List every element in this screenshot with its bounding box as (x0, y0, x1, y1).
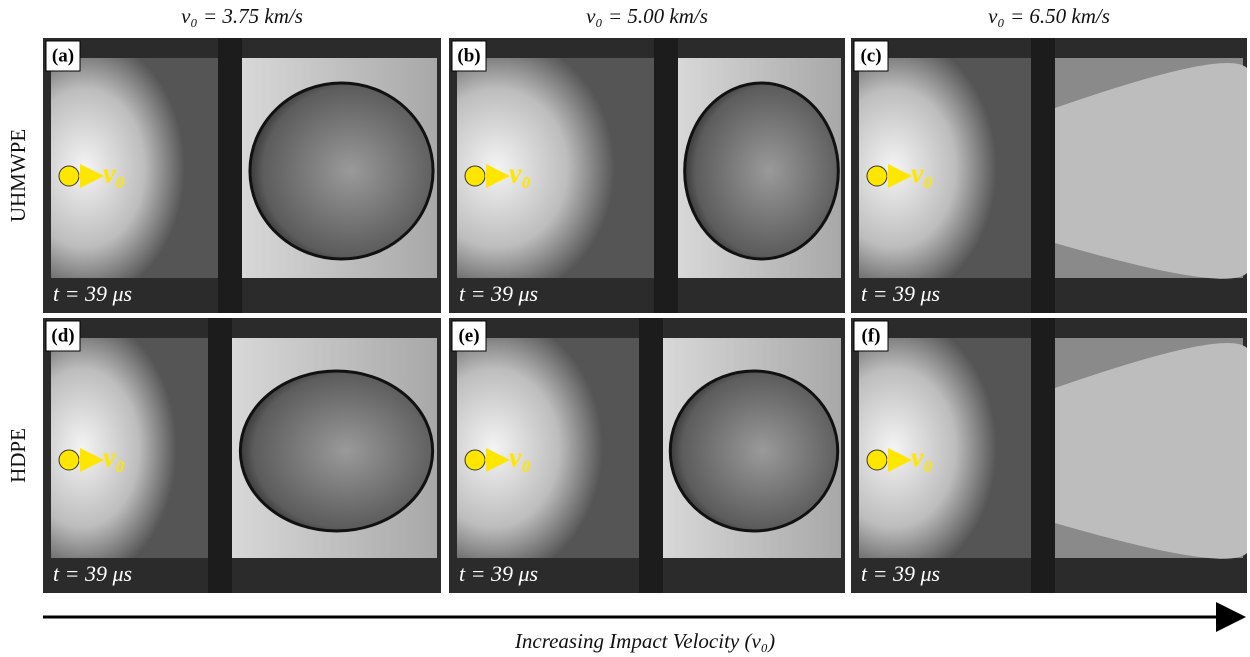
support-bar (208, 318, 232, 593)
velocity-marker: v₀ (911, 158, 933, 189)
panel: (b) v₀ t = 39 μs (449, 38, 845, 313)
ejecta-region (859, 58, 1031, 278)
ejecta-region (51, 338, 208, 558)
projectile (867, 166, 887, 186)
velocity-marker: v₀ (103, 442, 125, 473)
panel-label: (d) (51, 325, 74, 346)
panel: (e) v₀ t = 39 μs (449, 318, 845, 593)
axis-caption: Increasing Impact Velocity (v₀) (514, 629, 775, 653)
debris-bulb (670, 371, 837, 531)
panel: (a) v₀ t = 39 μs (43, 38, 441, 313)
column-header: v₀ = 6.50 km/s (988, 4, 1110, 28)
time-label: t = 39 μs (459, 281, 538, 306)
support-bar (654, 38, 678, 313)
velocity-marker: v₀ (509, 158, 531, 189)
ejecta-region (51, 58, 218, 278)
support-bar (1031, 318, 1055, 593)
debris-bulb (685, 83, 839, 259)
time-label: t = 39 μs (53, 561, 132, 586)
velocity-marker: v₀ (103, 158, 125, 189)
projectile (465, 166, 485, 186)
support-bar (218, 38, 242, 313)
projectile (59, 450, 79, 470)
panel-label: (f) (862, 325, 881, 346)
panel: (f) v₀ t = 39 μs (851, 318, 1247, 593)
row-label: UHMWPE (6, 129, 30, 222)
debris-bulb (240, 371, 432, 531)
panel: (c) v₀ t = 39 μs (851, 38, 1247, 313)
panel-label: (c) (860, 45, 881, 66)
panel-label: (b) (457, 45, 480, 66)
ejecta-region (457, 58, 654, 278)
column-header: v₀ = 5.00 km/s (586, 4, 708, 28)
projectile (59, 166, 79, 186)
panel-label: (a) (52, 45, 74, 66)
projectile (867, 450, 887, 470)
ejecta-region (859, 338, 1031, 558)
support-bar (1031, 38, 1055, 313)
time-label: t = 39 μs (459, 561, 538, 586)
time-label: t = 39 μs (53, 281, 132, 306)
projectile (465, 450, 485, 470)
velocity-marker: v₀ (911, 442, 933, 473)
panel-label: (e) (458, 325, 479, 346)
support-bar (639, 318, 663, 593)
panel: (d) v₀ t = 39 μs (43, 318, 441, 593)
column-header: v₀ = 3.75 km/s (181, 4, 303, 28)
time-label: t = 39 μs (861, 281, 940, 306)
figure: Increasing Impact Velocity (v₀) v₀ = 3.7… (0, 0, 1250, 657)
debris-bulb (250, 83, 433, 259)
ejecta-region (457, 338, 639, 558)
time-label: t = 39 μs (861, 561, 940, 586)
velocity-marker: v₀ (509, 442, 531, 473)
row-label: HDPE (6, 428, 30, 483)
